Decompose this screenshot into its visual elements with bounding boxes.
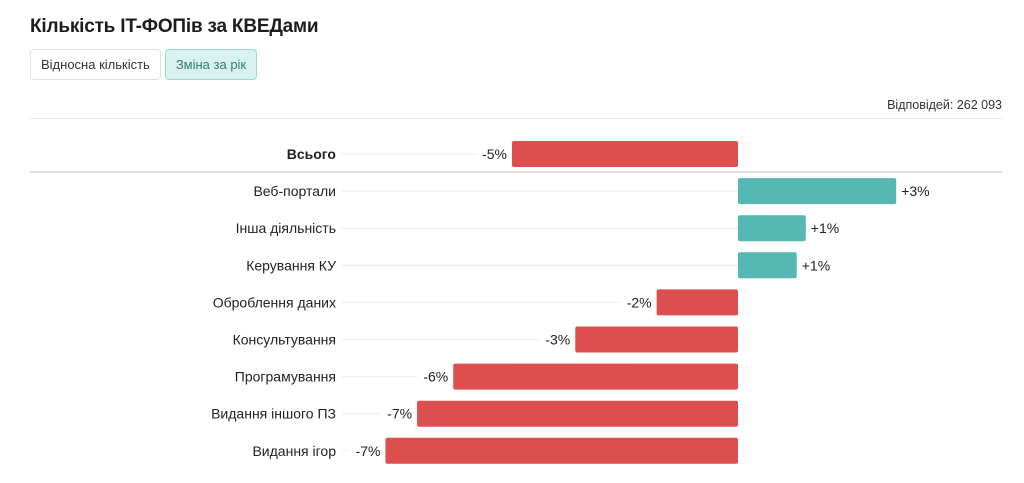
- bar: [417, 400, 738, 427]
- category-label: Консультування: [233, 332, 336, 348]
- category-label: Програмування: [235, 369, 336, 385]
- category-label: Видання ігор: [252, 443, 336, 459]
- value-label: +3%: [901, 183, 929, 199]
- category-label: Всього: [287, 146, 336, 162]
- responses-count: Відповідей: 262 093: [887, 98, 1002, 112]
- bar: [656, 289, 738, 316]
- view-tabs: Відносна кількість Зміна за рік: [30, 49, 258, 80]
- bar: [738, 178, 897, 205]
- header-divider: [30, 118, 1002, 119]
- bar: [453, 363, 738, 390]
- value-label: +1%: [811, 220, 839, 236]
- category-label: Веб-портали: [253, 183, 336, 199]
- value-label: -3%: [545, 332, 570, 348]
- category-label: Видання іншого ПЗ: [211, 406, 336, 422]
- chart-title: Кількість IT-ФОПів за КВЕДами: [30, 16, 319, 37]
- bar: [738, 215, 806, 242]
- bar: [575, 326, 738, 353]
- bar: [512, 141, 738, 167]
- value-label: +1%: [802, 257, 830, 273]
- value-label: -6%: [423, 369, 448, 385]
- value-label: -5%: [482, 146, 507, 162]
- bar: [385, 437, 738, 464]
- value-label: -7%: [387, 406, 412, 422]
- value-label: -7%: [356, 443, 381, 459]
- value-label: -2%: [627, 294, 652, 310]
- tab-relative-count[interactable]: Відносна кількість: [30, 49, 161, 80]
- bar: [738, 252, 797, 279]
- category-label: Оброблення даних: [213, 294, 336, 310]
- tab-yearly-change[interactable]: Зміна за рік: [164, 49, 258, 80]
- category-label: Інша діяльність: [236, 220, 336, 236]
- category-label: Керування КУ: [246, 257, 336, 273]
